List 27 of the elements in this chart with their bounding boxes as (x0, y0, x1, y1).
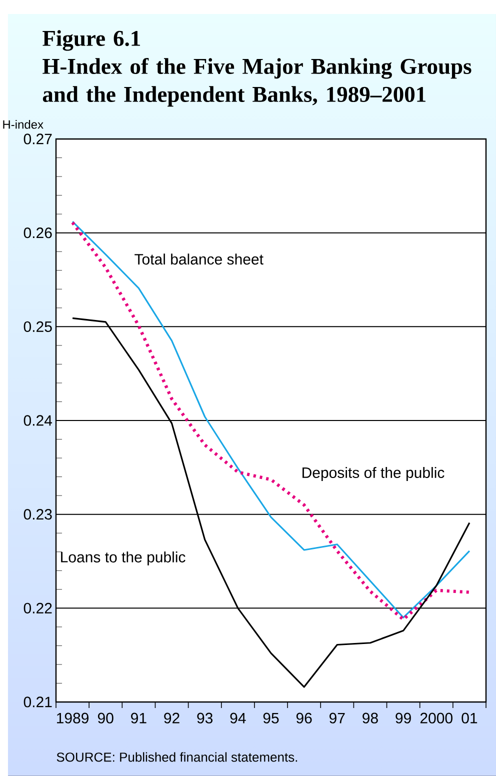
x-tick-label: 92 (164, 712, 180, 724)
x-tick-label: 98 (362, 712, 378, 724)
x-tick-label: 96 (296, 712, 312, 724)
x-tick-label: 97 (330, 712, 345, 724)
chart-subtitle: H-Index of the Five Major Banking Groups and the Independent Banks, 1989–2001 (42, 58, 472, 107)
y-axis-title: H-index (3, 120, 44, 129)
y-tick-label: 0.25 (24, 321, 52, 332)
x-tick-label: 93 (197, 712, 213, 724)
source-note: SOURCE: Published financial statements. (56, 752, 298, 762)
y-tick-label: 0.21 (24, 696, 52, 708)
x-tick-label: 91 (131, 712, 146, 724)
y-tick-label: 0.24 (24, 415, 52, 426)
x-tick-label: 90 (98, 712, 114, 724)
x-tick-label: 2000 (420, 712, 452, 724)
y-tick-label: 0.22 (24, 602, 52, 614)
chart-title: Figure 6.1 (42, 30, 140, 51)
x-tick-label: 95 (263, 712, 279, 724)
series-label: Deposits of the public (302, 466, 444, 481)
y-tick-label: 0.23 (24, 509, 52, 520)
x-tick-label: 01 (462, 712, 478, 724)
y-tick-label: 0.27 (24, 134, 52, 144)
x-tick-label: 99 (396, 712, 411, 724)
x-tick-label: 1989 (57, 712, 88, 724)
y-tick-label: 0.26 (24, 228, 52, 238)
x-tick-label: 94 (230, 712, 246, 724)
series-label: Loans to the public (61, 551, 186, 566)
series-label: Total balance sheet (134, 254, 264, 265)
